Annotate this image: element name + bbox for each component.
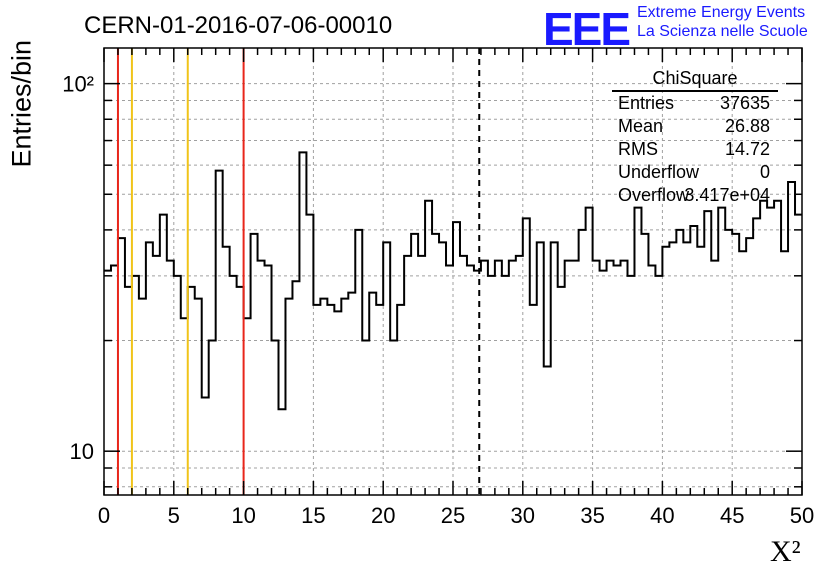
x-tick-label: 15 bbox=[301, 503, 325, 528]
x-tick-label: 35 bbox=[580, 503, 604, 528]
stats-row: Mean 26.88 bbox=[612, 115, 778, 138]
stats-value: 26.88 bbox=[724, 116, 770, 136]
stats-key: Underflow bbox=[618, 162, 700, 182]
stats-key: Overflow bbox=[618, 185, 690, 205]
x-tick-label: 45 bbox=[720, 503, 744, 528]
stats-key: RMS bbox=[618, 139, 658, 159]
stats-value: 0 bbox=[759, 162, 770, 182]
x-axis-label: Χ² bbox=[770, 535, 801, 568]
y-tick-label: 10² bbox=[62, 72, 94, 97]
stats-row: Overflow 3.417e+04 bbox=[612, 184, 778, 207]
logo-line-1: Extreme Energy Events bbox=[637, 4, 806, 21]
stats-title: ChiSquare bbox=[612, 68, 778, 92]
x-tick-label: 10 bbox=[231, 503, 255, 528]
x-tick-label: 30 bbox=[511, 503, 535, 528]
x-tick-label: 20 bbox=[371, 503, 395, 528]
x-tick-label: 5 bbox=[168, 503, 180, 528]
stats-value: 3.417e+04 bbox=[684, 185, 770, 205]
logo-line-2: La Scienza nelle Scuole bbox=[637, 23, 808, 40]
x-tick-label: 50 bbox=[790, 503, 814, 528]
x-tick-label: 25 bbox=[441, 503, 465, 528]
stats-key: Entries bbox=[618, 93, 675, 113]
x-tick-label: 0 bbox=[98, 503, 110, 528]
stats-box: ChiSquare Entries 37635 Mean 26.88 RMS 14.7… bbox=[612, 68, 778, 207]
stats-row: Entries 37635 bbox=[612, 92, 778, 115]
histogram-series bbox=[104, 151, 802, 411]
stats-value: 37635 bbox=[719, 93, 770, 113]
stats-row: RMS 14.72 bbox=[612, 138, 778, 161]
stats-row: Underflow 0 bbox=[612, 161, 778, 184]
y-tick-label: 10 bbox=[70, 439, 94, 464]
x-tick-label: 40 bbox=[650, 503, 674, 528]
stats-key: Mean bbox=[618, 116, 664, 136]
y-axis-label: Entries/bin bbox=[6, 39, 37, 168]
chart-title: CERN-01-2016-07-06-00010 bbox=[84, 12, 393, 39]
eee-logo: EEE bbox=[543, 3, 631, 55]
stats-value: 14.72 bbox=[724, 139, 770, 159]
